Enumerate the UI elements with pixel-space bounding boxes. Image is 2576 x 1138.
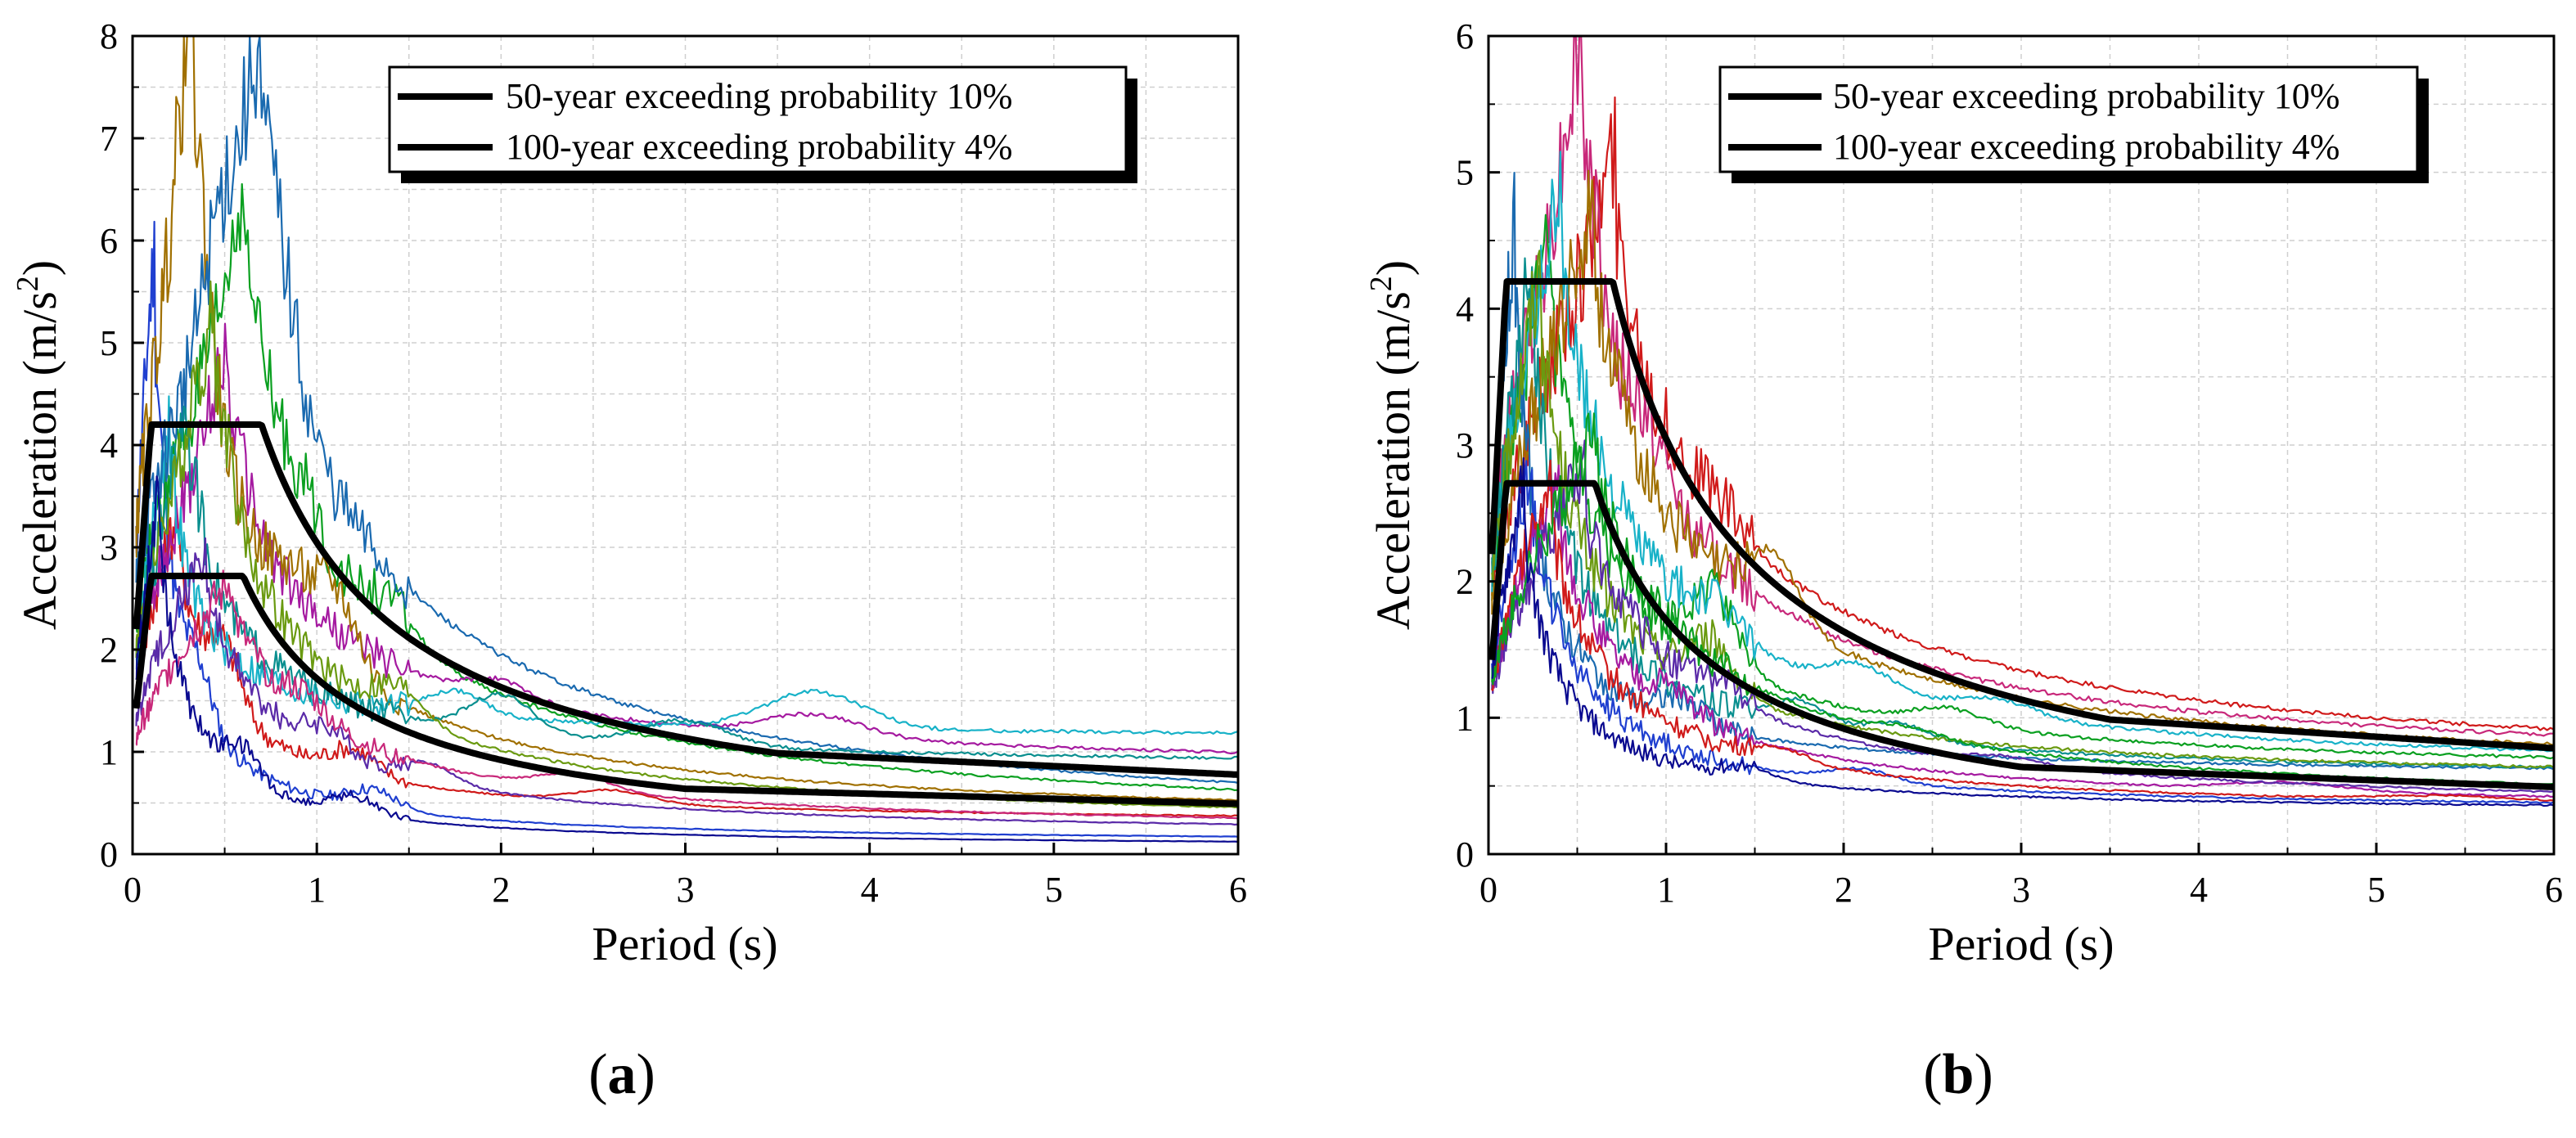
record-series-line [1491, 96, 2555, 731]
panel-b: 0 1 2 3 4 5 6 0 1 2 3 4 5 6 Period (s) Acceleration (… [1364, 16, 2563, 1106]
legend-b-text-1: 50-year exceeding probability 10% [1833, 76, 2340, 116]
y-tick-label: 2 [100, 630, 118, 670]
legend-a-text-1: 50-year exceeding probability 10% [506, 76, 1012, 116]
x-tick-label: 6 [2545, 870, 2563, 910]
ylabel-a-sup: 2 [11, 276, 45, 291]
legend-a: 50-year exceeding probability 10% 100-ye… [388, 65, 1137, 183]
ylabel-b-sup: 2 [1364, 276, 1398, 291]
y-tick-label: 6 [100, 221, 118, 261]
record-series-line [1491, 250, 2555, 769]
x-tick-label: 4 [861, 870, 879, 910]
ticks-a: 0 1 2 3 4 5 6 0 1 2 3 4 5 6 7 8 [100, 16, 1247, 910]
y-tick-label: 4 [1456, 289, 1474, 329]
x-tick-label: 5 [1045, 870, 1063, 910]
x-tick-label: 2 [492, 870, 510, 910]
legend-b-text-2: 100-year exceeding probability 4% [1833, 127, 2340, 167]
ylabel-b-close: ) [1367, 260, 1420, 276]
xlabel-b: Period (s) [1928, 917, 2114, 970]
record-series-line [135, 280, 1239, 808]
record-series-line [1491, 460, 2555, 804]
y-tick-label: 3 [1456, 425, 1474, 466]
record-series-line [135, 405, 1239, 760]
y-tick-label: 0 [100, 834, 118, 875]
y-tick-label: 2 [1456, 562, 1474, 602]
record-series-line [1491, 439, 2555, 794]
y-tick-label: 5 [1456, 153, 1474, 193]
ylabel-a: Acceleration (m/s2) [11, 260, 66, 630]
x-tick-label: 6 [1229, 870, 1247, 910]
legend-a-text-2: 100-year exceeding probability 4% [506, 127, 1012, 167]
x-tick-label: 2 [1835, 870, 1853, 910]
ticks-b: 0 1 2 3 4 5 6 0 1 2 3 4 5 6 [1456, 16, 2563, 910]
x-tick-label: 3 [677, 870, 695, 910]
ylabel-b-main: Acceleration (m/s [1367, 291, 1420, 630]
x-tick-label: 3 [2012, 870, 2030, 910]
x-tick-label: 4 [2190, 870, 2208, 910]
panel-label-a: (a) [588, 1043, 655, 1106]
x-tick-label: 0 [124, 870, 142, 910]
record-series-line [1491, 257, 2555, 769]
y-tick-label: 4 [100, 425, 118, 466]
legend-a-box [388, 65, 1128, 173]
legend-b: 50-year exceeding probability 10% 100-ye… [1718, 65, 2429, 183]
x-tick-label: 5 [2367, 870, 2385, 910]
y-tick-label: 7 [100, 119, 118, 159]
y-tick-label: 1 [100, 732, 118, 772]
x-tick-label: 1 [308, 870, 326, 910]
design-spectrum-line [1488, 479, 2556, 790]
panel-a: 0 1 2 3 4 5 6 0 1 2 3 4 5 6 7 8 Period (s) Acceleration… [11, 16, 1247, 1106]
ylabel-b: Acceleration (m/s2) [1364, 260, 1420, 630]
y-tick-label: 5 [100, 323, 118, 363]
record-series-line [1491, 457, 2555, 807]
record-series-line [1491, 151, 2555, 753]
x-tick-label: 1 [1657, 870, 1675, 910]
design-spectra-a [133, 421, 1240, 807]
x-tick-label: 0 [1479, 870, 1497, 910]
record-series-line [135, 182, 1239, 791]
ylabel-a-close: ) [13, 260, 66, 276]
record-series-line [135, 220, 1239, 838]
y-tick-label: 0 [1456, 834, 1474, 875]
xlabel-a: Period (s) [592, 917, 777, 970]
record-series-line [1491, 459, 2555, 802]
record-series-line [135, 475, 1239, 843]
panel-label-a-letter: a [608, 1043, 637, 1106]
record-series-line [135, 34, 1239, 802]
design-spectrum-line [133, 573, 1240, 807]
y-tick-label: 3 [100, 528, 118, 568]
records-a [135, 34, 1239, 843]
panel-label-b-letter: b [1943, 1043, 1975, 1106]
ylabel-a-main: Acceleration (m/s [13, 291, 66, 630]
panel-label-b: (b) [1923, 1043, 1993, 1106]
design-spectrum-line [1488, 278, 2556, 752]
y-tick-label: 8 [100, 16, 118, 56]
design-spectrum-line [133, 421, 1240, 778]
record-series-line [1491, 169, 2555, 746]
y-tick-label: 1 [1456, 698, 1474, 738]
y-tick-label: 6 [1456, 16, 1474, 56]
record-series-line [1491, 172, 2555, 771]
design-spectra-b [1488, 278, 2556, 790]
record-series-line [135, 537, 1239, 826]
legend-b-box [1718, 65, 2419, 173]
